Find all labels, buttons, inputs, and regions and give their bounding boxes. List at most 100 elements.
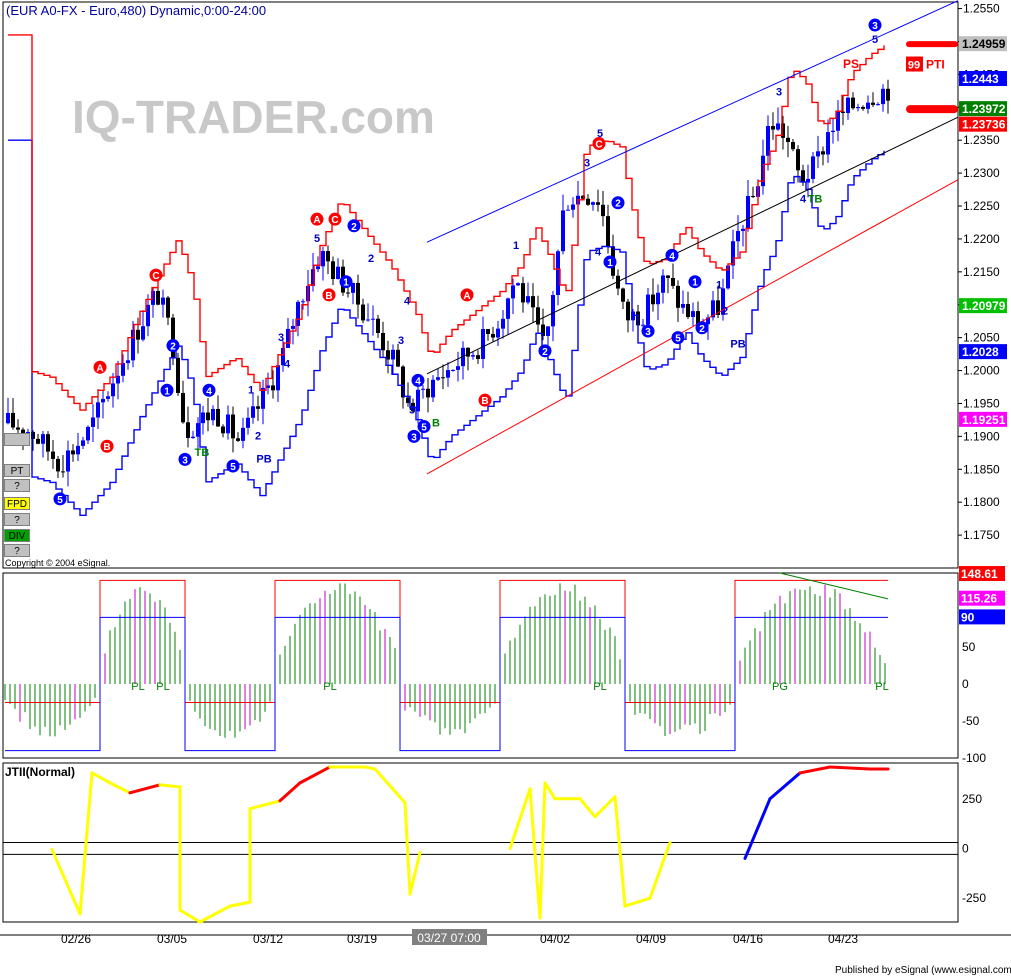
price-flag-label: 1.2443 — [962, 72, 999, 86]
y-tick-label: 1.2050 — [963, 331, 1000, 345]
candle-body — [326, 251, 330, 262]
candle-body — [336, 266, 340, 279]
candle-body — [496, 328, 500, 338]
candle-body — [261, 387, 265, 409]
candle-body — [111, 383, 115, 397]
candle-body — [886, 88, 890, 101]
wave-marker — [538, 344, 552, 358]
candle-body — [551, 294, 555, 327]
wave-marker-label: 4 — [206, 386, 212, 397]
candle-body — [536, 307, 540, 325]
pti-label: PTI — [926, 58, 945, 72]
channel-upper-line — [426, 0, 959, 243]
jtii-title: JTII(Normal) — [5, 765, 75, 779]
y-tick-label: 1.2250 — [963, 199, 1000, 213]
candle-body — [616, 275, 620, 289]
jtii-line-segment — [578, 797, 597, 819]
side-button-4[interactable]: ? — [4, 513, 30, 526]
jtii-line-segment — [90, 771, 112, 785]
osc-lower-envelope — [5, 616, 888, 752]
wave-marker-label: 3 — [411, 432, 417, 443]
candle-body — [606, 216, 610, 247]
target-bar — [906, 41, 958, 48]
side-button-0[interactable] — [4, 433, 30, 446]
target-bar — [906, 105, 958, 114]
wave-marker-label: 2 — [351, 222, 357, 233]
candle-body — [506, 298, 510, 319]
candle-body — [561, 210, 565, 252]
x-tick-label: 03/19 — [347, 932, 377, 946]
y-tick-label: 1.2000 — [963, 364, 1000, 378]
candle-body — [206, 412, 210, 421]
y-tick-label: 1.1800 — [963, 495, 1000, 509]
jtii-line-segment — [403, 801, 412, 896]
wave-count: 5 — [597, 128, 603, 140]
candle-body — [346, 292, 350, 294]
osc-y-tick-label: -50 — [962, 714, 980, 728]
wave-marker — [407, 429, 421, 443]
wave-marker-label: A — [463, 291, 470, 302]
chart-title: (EUR A0-FX - Euro,480) Dynamic,0:00-24:0… — [6, 3, 266, 18]
wave-count: 2 — [722, 306, 728, 318]
wave-marker-label: 3 — [182, 455, 188, 466]
wave-marker — [611, 196, 625, 210]
candle-body — [171, 317, 175, 358]
candle-body — [131, 329, 135, 361]
wave-marker — [347, 219, 361, 233]
candle-body — [586, 198, 590, 205]
watermark: IQ-TRADER.com — [72, 91, 435, 143]
jtii-line-segment — [768, 771, 802, 801]
candle-body — [311, 269, 315, 286]
candle-body — [351, 282, 355, 293]
candle-body — [101, 398, 105, 403]
price-flag-label: 1.19251 — [962, 413, 1006, 427]
candle-body — [476, 355, 480, 359]
candle-body — [421, 388, 425, 390]
candle-body — [666, 275, 670, 279]
candle-body — [386, 350, 390, 360]
candle-body — [296, 301, 300, 326]
side-button-6[interactable]: ? — [4, 544, 30, 557]
wave-marker-label: C — [595, 140, 602, 151]
candle-body — [396, 349, 400, 367]
osc-value-flag — [959, 609, 1005, 625]
candle-body — [556, 251, 560, 295]
candle-body — [66, 450, 70, 472]
candle-body — [156, 290, 160, 305]
candle-body — [121, 363, 125, 376]
candle-body — [736, 230, 740, 242]
candle-body — [256, 406, 260, 409]
wave-marker-label: 4 — [669, 251, 675, 262]
candle-body — [16, 427, 20, 430]
pattern-tag: PB — [256, 454, 271, 466]
candle-body — [426, 388, 430, 398]
jtii-line-segment — [828, 765, 872, 771]
y-tick-label: 1.2350 — [963, 133, 1000, 147]
candle-body — [846, 97, 850, 114]
candle-body — [51, 451, 55, 459]
jtii-line-segment — [528, 787, 542, 920]
wave-marker — [868, 18, 882, 32]
wave-count: 5 — [409, 404, 415, 416]
candle-body — [486, 329, 490, 334]
side-button-5[interactable]: DIV — [4, 529, 30, 542]
wave-marker-label: 2 — [615, 199, 621, 210]
candle-body — [751, 195, 755, 197]
candle-body — [281, 347, 285, 366]
wave-marker-label: 2 — [542, 347, 548, 358]
wave-count: 4 — [404, 296, 411, 308]
candle-body — [201, 412, 205, 424]
y-tick-label: 1.2300 — [963, 166, 1000, 180]
candle-body — [726, 265, 730, 289]
wave-marker-label: B — [103, 442, 110, 453]
jtii-line-segment — [648, 841, 672, 900]
wave-marker — [665, 248, 679, 262]
price-flag — [959, 298, 1007, 314]
jtii-line-segment — [50, 847, 82, 916]
candle-body — [696, 311, 700, 328]
side-button-3[interactable]: FPD — [4, 497, 30, 510]
side-button-2[interactable]: ? — [4, 479, 30, 492]
side-button-1[interactable]: PT — [4, 464, 30, 477]
wave-marker-label: 1 — [343, 278, 349, 289]
